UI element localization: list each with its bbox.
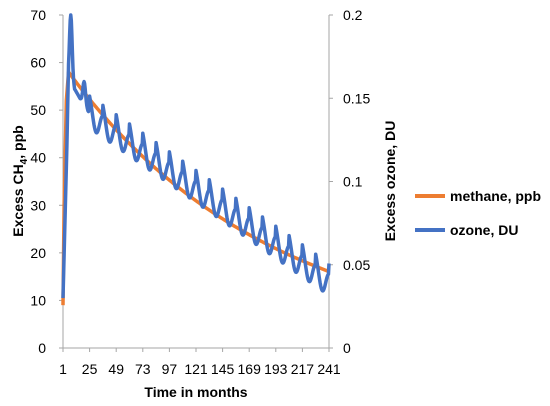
x-tick-label: 193 xyxy=(264,361,288,377)
y-left-tick-label: 40 xyxy=(30,150,46,166)
y-left-tick-label: 0 xyxy=(38,340,46,356)
y-axis-left-title-subscript: 4 xyxy=(19,158,30,164)
y-left-tick-labels: 0 10 20 30 40 50 60 70 xyxy=(30,7,63,356)
x-tick-label: 217 xyxy=(291,361,315,377)
x-tick-label: 1 xyxy=(59,361,67,377)
y-right-tick-label: 0.1 xyxy=(343,174,363,190)
y-axis-right-title: Excess ozone, DU xyxy=(382,121,398,242)
legend: methane, ppb ozone, DU xyxy=(415,188,541,238)
y-left-tick-label: 50 xyxy=(30,102,46,118)
x-tick-label: 97 xyxy=(162,361,178,377)
x-tick-labels: 1 25 49 73 97 121 145 169 193 217 241 xyxy=(59,348,341,377)
y-right-tick-label: 0.2 xyxy=(343,7,363,23)
legend-label-ozone: ozone, DU xyxy=(450,222,518,238)
x-axis-title: Time in months xyxy=(144,384,247,400)
series-line-ozone xyxy=(61,13,331,299)
x-tick-label: 73 xyxy=(135,361,151,377)
legend-label-methane: methane, ppb xyxy=(450,188,541,204)
x-tick-label: 49 xyxy=(108,361,124,377)
x-tick-label: 121 xyxy=(184,361,208,377)
y-left-tick-label: 20 xyxy=(30,245,46,261)
plot-area: 0 10 20 30 40 50 60 70 0 0.05 0.1 0.15 0.2 1 25 49 73 9… xyxy=(30,7,370,377)
y-right-tick-labels: 0 0.05 0.1 0.15 0.2 xyxy=(329,7,370,356)
x-tick-label: 145 xyxy=(211,361,235,377)
y-left-tick-label: 70 xyxy=(30,7,46,23)
y-right-tick-label: 0.15 xyxy=(343,90,370,106)
y-axis-left-title: Excess CH4, ppb xyxy=(10,125,30,236)
y-left-tick-label: 60 xyxy=(30,55,46,71)
y-right-tick-label: 0 xyxy=(343,340,351,356)
y-axis-left-title-unit: , ppb xyxy=(10,125,26,158)
y-right-tick-label: 0.05 xyxy=(343,257,370,273)
y-left-tick-label: 10 xyxy=(30,292,46,308)
y-axis-left-title-main: Excess CH xyxy=(10,164,26,236)
series-lines xyxy=(61,13,331,306)
x-tick-label: 169 xyxy=(238,361,262,377)
x-tick-label: 25 xyxy=(82,361,98,377)
x-tick-label: 241 xyxy=(317,361,341,377)
y-left-tick-label: 30 xyxy=(30,197,46,213)
